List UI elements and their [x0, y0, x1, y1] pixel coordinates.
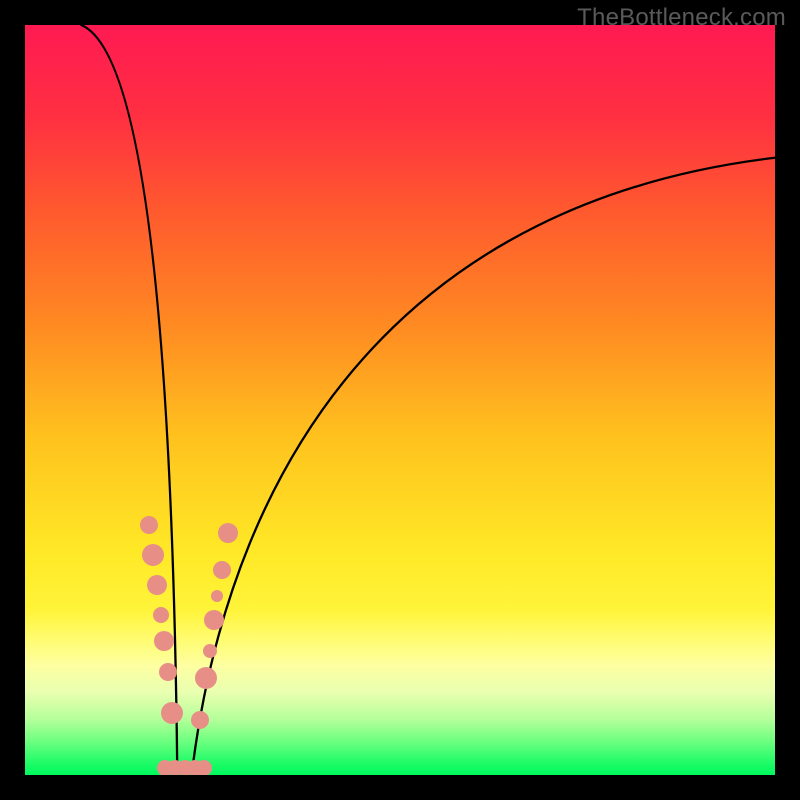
bead-right-5 — [213, 561, 231, 579]
bead-right-2 — [203, 644, 217, 658]
bead-left-3 — [153, 607, 169, 623]
watermark-text: TheBottleneck.com — [577, 4, 786, 32]
frame: TheBottleneck.com — [0, 0, 800, 800]
bead-left-2 — [147, 575, 167, 595]
bead-left-0 — [140, 516, 158, 534]
bead-right-6 — [218, 523, 238, 543]
bead-right-4 — [211, 590, 223, 602]
curve-path — [81, 25, 775, 770]
bead-left-1 — [142, 544, 164, 566]
bead-right-3 — [204, 610, 224, 630]
bottleneck-curve — [25, 25, 775, 775]
plot-area — [25, 25, 775, 775]
bead-left-6 — [161, 702, 183, 724]
bead-left-5 — [159, 663, 177, 681]
bead-bottom-4 — [196, 760, 212, 776]
bead-right-0 — [191, 711, 209, 729]
bead-right-1 — [195, 667, 217, 689]
bead-left-4 — [154, 631, 174, 651]
